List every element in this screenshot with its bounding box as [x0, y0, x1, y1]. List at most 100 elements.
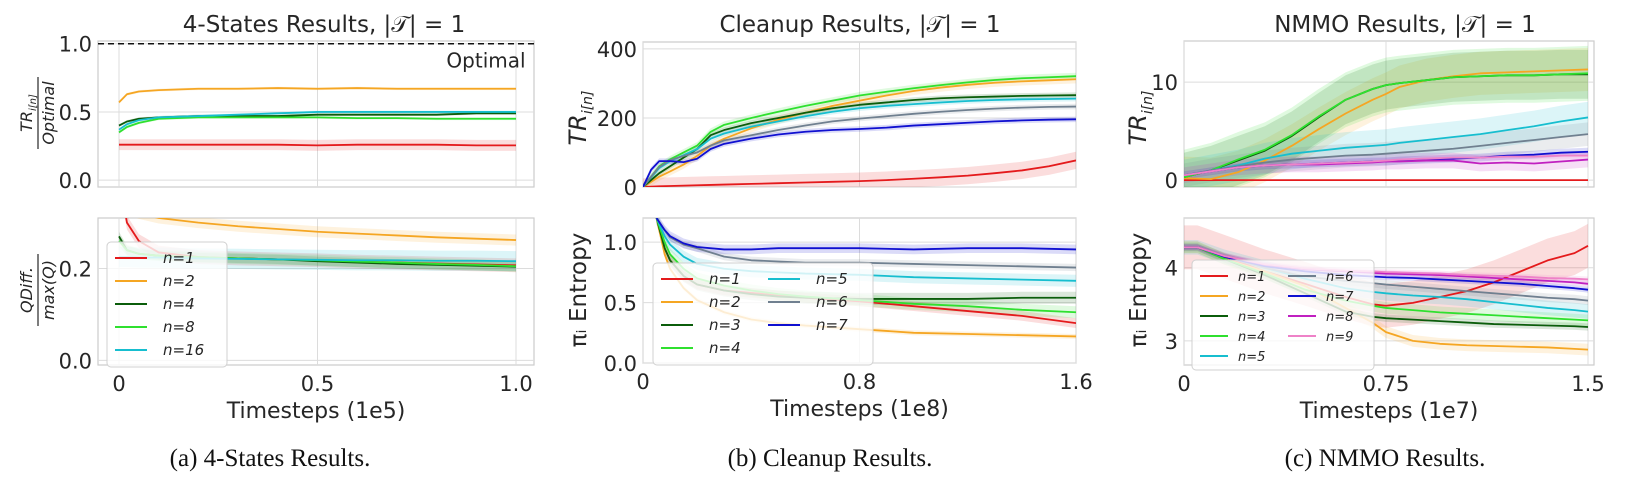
plot-area	[643, 72, 1076, 187]
x-tick-label: 0	[112, 372, 125, 396]
legend-item: n=16	[115, 341, 204, 359]
optimal-label: Optimal	[446, 49, 525, 73]
legend-item: n=8	[115, 318, 195, 336]
chart-title: NMMO Results, |𝒯| = 1	[1274, 12, 1536, 38]
legend-item: n=5	[768, 270, 848, 288]
svg-text:n=8: n=8	[1326, 310, 1353, 325]
x-tick-label: 1.0	[499, 372, 532, 396]
x-tick-label: 0	[1177, 372, 1190, 396]
series-line-n-4	[1184, 72, 1589, 179]
legend-item: n=4	[1200, 330, 1265, 345]
y-tick-label: 400	[597, 38, 637, 62]
confidence-band	[643, 103, 1076, 187]
series-line-n-9	[1184, 154, 1588, 177]
legend-item: n=7	[768, 316, 848, 334]
x-tick-label: 0.8	[843, 370, 876, 394]
confidence-band	[1184, 152, 1588, 179]
y-tick-label: 3	[1165, 330, 1178, 354]
legend-item: n=8	[1288, 310, 1353, 325]
x-axis-label: Timesteps (1e5)	[226, 399, 406, 424]
y-axis-label: TRi[n]	[564, 90, 596, 145]
series-line-n-5	[1184, 116, 1589, 177]
y-tick-label: 0.2	[59, 258, 92, 282]
caption-b: (b) Cleanup Results.	[727, 445, 933, 472]
legend-item: n=5	[1200, 350, 1265, 365]
svg-text:n=8: n=8	[163, 318, 195, 336]
y-tick-label: 0.0	[59, 349, 92, 373]
legend-item: n=9	[1288, 330, 1353, 345]
x-tick-label: 1.6	[1059, 370, 1092, 394]
svg-text:n=6: n=6	[816, 293, 848, 311]
legend-item: n=6	[768, 293, 848, 311]
series-line-n-6	[655, 218, 1076, 269]
y-axis-label: πᵢ Entropy	[1126, 233, 1152, 348]
confidence-band	[643, 75, 1076, 187]
legend-item: n=2	[115, 272, 195, 290]
chart-c_top: 0 10 NMMO Results, |𝒯| = 1 TRi[n]	[1124, 12, 1595, 193]
chart-b_bottom: 0.0 0.5 1.0 0 0.8 1.6 Timesteps (1e8) πᵢ Entrop…	[566, 217, 1093, 422]
x-tick-label: 0.75	[1363, 372, 1410, 396]
series-line-n-1	[643, 159, 1076, 187]
svg-text:πᵢ Entropy: πᵢ Entropy	[566, 233, 592, 348]
svg-text:n=4: n=4	[163, 295, 195, 313]
legend-item: n=3	[1200, 310, 1265, 325]
legend-item: n=6	[1288, 270, 1353, 285]
confidence-band	[1184, 244, 1588, 283]
y-axis-label: TRi[n]	[1124, 90, 1156, 145]
series-line-n-4	[118, 112, 516, 127]
svg-text:n=2: n=2	[163, 272, 195, 290]
svg-text:n=1: n=1	[1238, 270, 1265, 285]
series-line-n-16	[118, 111, 516, 131]
svg-text:n=2: n=2	[1238, 290, 1265, 305]
confidence-band	[656, 218, 1076, 272]
svg-text:n=3: n=3	[1238, 310, 1265, 325]
caption-c: (c) NMMO Results.	[1284, 445, 1486, 472]
confidence-band	[1184, 239, 1588, 319]
svg-text:n=16: n=16	[163, 341, 204, 359]
legend: n=1 n=2 n=3 n=4 n=5 n=6 n=7 n=8 n=9	[1191, 259, 1375, 371]
chart-title: Cleanup Results, |𝒯| = 1	[719, 12, 1000, 38]
y-tick-label: 0	[1165, 169, 1178, 193]
legend: n=1 n=2 n=4 n=8 n=16	[106, 241, 228, 368]
y-tick-label: 1.0	[604, 231, 637, 255]
chart-a_bottom: 0.0 0.2 0 0.5 1.0 Timesteps (1e5) QDiff. max(Q)…	[17, 217, 535, 424]
svg-text:n=3: n=3	[709, 316, 741, 334]
x-tick-label: 0	[636, 370, 649, 394]
svg-text:n=5: n=5	[1238, 350, 1265, 365]
legend: n=1 n=2 n=3 n=4 n=5 n=6 n=7	[652, 262, 874, 366]
svg-text:n=5: n=5	[816, 270, 848, 288]
y-tick-label: 0.0	[59, 169, 92, 193]
confidence-band	[643, 116, 1076, 187]
x-axis-label: Timesteps (1e8)	[769, 397, 949, 422]
confidence-band	[1184, 45, 1588, 187]
svg-text:n=9: n=9	[1326, 330, 1353, 345]
caption-a: (a) 4-States Results.	[169, 445, 371, 472]
svg-text:n=6: n=6	[1326, 270, 1353, 285]
chart-b_top: 0 200 400 Cleanup Results, |𝒯| = 1 TRi[n]	[564, 12, 1077, 200]
confidence-band	[656, 218, 1076, 305]
series-line-n-4	[643, 75, 1076, 187]
y-tick-label: 200	[597, 107, 637, 131]
svg-text:n=7: n=7	[1326, 290, 1354, 305]
y-axis-label: TRi[n] Optimal	[17, 77, 58, 149]
legend-box	[106, 241, 228, 368]
legend-item: n=3	[661, 316, 741, 334]
legend-item: n=4	[115, 295, 195, 313]
svg-text:n=1: n=1	[709, 270, 741, 288]
svg-text:TRi[n]: TRi[n]	[564, 90, 596, 145]
series-line-n-6	[1184, 133, 1589, 177]
svg-text:n=4: n=4	[709, 339, 741, 357]
confidence-band	[656, 218, 1076, 255]
plot-area	[118, 86, 516, 151]
confidence-band	[1184, 242, 1588, 306]
svg-text:n=2: n=2	[709, 293, 741, 311]
series-line-n-7	[643, 118, 1076, 187]
confidence-band	[1184, 122, 1588, 187]
x-tick-label: 0.5	[301, 372, 334, 396]
y-tick-label: 0.5	[604, 292, 637, 316]
x-tick-label: 1.5	[1571, 372, 1604, 396]
legend-item: n=4	[661, 339, 741, 357]
legend-item: n=7	[1288, 290, 1354, 305]
legend-item: n=2	[661, 293, 741, 311]
